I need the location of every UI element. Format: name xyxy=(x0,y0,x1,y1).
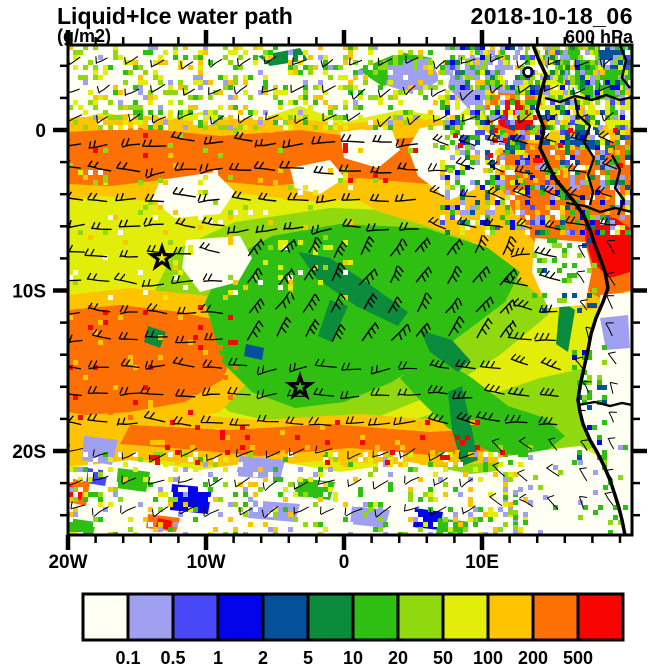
star-marker-2 xyxy=(284,370,316,401)
field-region-white-ml-b xyxy=(152,172,235,218)
field-region-dg-a xyxy=(298,252,408,326)
field-region-dg-d xyxy=(448,386,478,466)
colorbar-tick-label-500: 500 xyxy=(563,648,593,667)
x-axis-label-0: 0 xyxy=(339,552,350,573)
field-region-dkgreen-top xyxy=(258,48,308,66)
field-region-green-central xyxy=(205,224,520,408)
colorbar-cell-3 xyxy=(216,592,265,642)
map-overlays xyxy=(146,45,632,535)
axis-ticks: 20W 10W 0 10E 0 10S 20S xyxy=(12,30,647,573)
country-border-2 xyxy=(573,97,596,206)
field-region-dg-coast xyxy=(556,300,575,352)
field-region-land-lav xyxy=(600,315,630,350)
country-border-4 xyxy=(577,400,632,408)
y-axis-label-10S: 10S xyxy=(12,282,46,303)
x-axis-label-10W: 10W xyxy=(186,552,225,573)
field-region-dg-b xyxy=(318,300,348,342)
map-plot xyxy=(68,45,632,535)
field-region-white-ml-a xyxy=(182,236,252,292)
colorbar-tick-label-50: 50 xyxy=(433,648,453,667)
colorbar-tick-label-1: 1 xyxy=(213,648,223,667)
figure-units: (g/m2) xyxy=(57,26,111,46)
field-region-white-mr-b xyxy=(340,126,400,168)
figure-title: Liquid+Ice water path xyxy=(57,3,293,29)
valid-time: 2018-10-18_06 xyxy=(470,3,633,29)
colorbar-tick-label-100: 100 xyxy=(473,648,503,667)
island-outline xyxy=(522,66,534,78)
country-border-5 xyxy=(610,154,626,216)
field-region-green-tongue xyxy=(400,352,565,458)
colorbar-cell-7 xyxy=(396,592,445,642)
colorbar-tick-label-0.1: 0.1 xyxy=(115,648,140,667)
colorbar-tick-label-200: 200 xyxy=(518,648,548,667)
colorbar-tick-label-10: 10 xyxy=(343,648,363,667)
colorbar-cell-6 xyxy=(351,592,400,642)
country-border-6 xyxy=(618,45,631,89)
colorbar-cell-4 xyxy=(261,592,310,642)
country-border-1 xyxy=(544,93,632,104)
colorbar-tick-label-5: 5 xyxy=(303,648,313,667)
colorbar-cell-10 xyxy=(531,592,580,642)
pressure-level: 600 hPa xyxy=(565,27,634,47)
colorbar-tick-label-2: 2 xyxy=(258,648,268,667)
x-axis-label-20W: 20W xyxy=(48,552,87,573)
wind-barbs xyxy=(68,53,618,519)
colorbar-cell-5 xyxy=(306,592,355,642)
colorbar-tick-label-0.5: 0.5 xyxy=(160,648,185,667)
y-axis-label-0: 0 xyxy=(35,121,46,142)
y-axis-label-20S: 20S xyxy=(12,442,46,463)
field-region-gr-b-d xyxy=(68,518,96,535)
colorbar-cell-9 xyxy=(486,592,535,642)
colorbar-cell-8 xyxy=(441,592,490,642)
colorbar-cell-2 xyxy=(171,592,220,642)
colorbar-tick-label-20: 20 xyxy=(388,648,408,667)
field-region-teal-a xyxy=(244,344,264,360)
x-axis-label-10E: 10E xyxy=(465,552,499,573)
colorbar: 0.1 0.5 1 2 5 10 20 50 100 200 500 xyxy=(81,592,625,668)
colorbar-cell-0 xyxy=(81,592,130,642)
field-region-south-orange xyxy=(120,424,505,456)
field-region-dg-c xyxy=(420,330,470,372)
field-region-ll-orange xyxy=(68,305,235,415)
coastline xyxy=(531,45,627,535)
colorbar-cell-1 xyxy=(126,592,175,642)
colorbar-cell-11 xyxy=(576,592,625,642)
star-marker-1 xyxy=(146,241,178,272)
